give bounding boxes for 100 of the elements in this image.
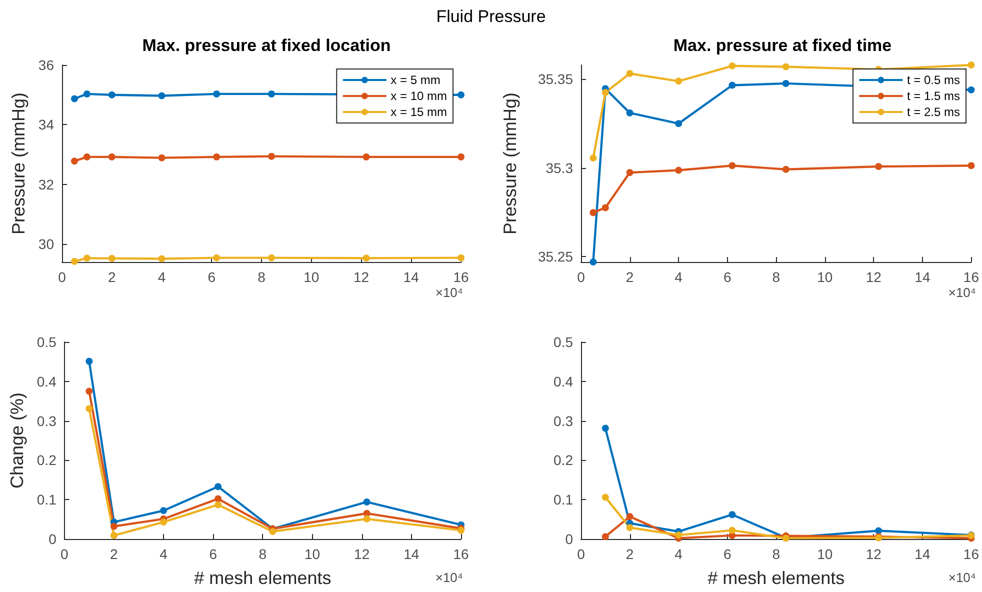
point	[458, 153, 464, 160]
point	[675, 120, 682, 128]
chart-title: Max. pressure at fixed location	[142, 36, 391, 55]
point	[86, 405, 93, 412]
point	[675, 532, 682, 539]
point	[602, 204, 609, 212]
point	[70, 158, 78, 165]
point	[728, 511, 736, 518]
x-tick-label: 2	[626, 269, 634, 285]
legend-label: x = 5 mm	[390, 73, 440, 87]
legend-label: t = 1.5 ms	[906, 89, 960, 103]
y-tick-label: 35.35	[538, 71, 574, 88]
x-tick-label: 0	[577, 546, 586, 562]
y-tick-label: 0.4	[554, 373, 574, 390]
y-tick-label: 0.1	[554, 492, 574, 508]
y-tick-label: 34	[38, 116, 54, 133]
point	[108, 91, 116, 98]
point	[268, 90, 275, 98]
point	[86, 358, 93, 365]
point	[213, 153, 220, 160]
x-tick-label: 4	[158, 269, 166, 285]
point	[214, 495, 222, 502]
x-tick-label: 4	[674, 546, 683, 562]
x-tick-label: 12	[353, 269, 370, 285]
x-tick-label: 10	[304, 546, 320, 562]
y-tick-label: 0.5	[36, 334, 57, 350]
point	[968, 162, 975, 170]
x-tick-label: 2	[108, 269, 116, 285]
x-tick-label: 8	[772, 269, 780, 285]
point	[269, 528, 276, 536]
text: ×10⁴	[948, 285, 976, 300]
text: ×10⁴	[948, 570, 976, 585]
point	[83, 254, 90, 262]
y-axis-title: Pressure (mmHg)	[500, 92, 520, 235]
y-tick-label: 0.4	[36, 373, 57, 390]
x-tick-label: 6	[209, 546, 218, 562]
x-tick-label: 16	[453, 269, 469, 285]
y-tick-label: 0.5	[554, 334, 574, 350]
y-tick-label: 35.3	[546, 160, 574, 176]
point	[362, 254, 370, 262]
point	[626, 109, 634, 116]
point	[362, 153, 370, 160]
x-tick-label: 4	[674, 269, 683, 285]
point	[160, 507, 168, 514]
point	[158, 255, 166, 262]
x-tick-label: 12	[354, 546, 370, 562]
x-tick-label: 14	[914, 546, 930, 562]
point	[602, 533, 609, 540]
point	[108, 153, 116, 160]
x-tick-label: 10	[304, 269, 320, 285]
point	[968, 62, 975, 68]
point	[86, 388, 93, 395]
y-tick-label: 0.3	[36, 412, 57, 429]
point	[602, 494, 609, 501]
point	[782, 166, 790, 173]
point	[626, 70, 634, 78]
point	[160, 518, 168, 526]
x-tick-label: 0	[577, 269, 586, 285]
point	[626, 169, 634, 176]
x-tick-label: 6	[208, 269, 216, 285]
text: ×10⁴	[435, 285, 464, 300]
y-tick-label: 0.2	[36, 452, 57, 468]
point	[875, 527, 882, 534]
legend-label: t = 0.5 ms	[906, 73, 960, 87]
y-tick-label: 0.2	[554, 452, 574, 468]
x-tick-label: 8	[258, 269, 266, 285]
legend-label: t = 2.5 ms	[906, 105, 960, 119]
text: ×10⁴	[435, 570, 464, 585]
point	[782, 63, 790, 70]
legend-label: x = 15 mm	[390, 105, 448, 119]
x-tick-label: 14	[404, 546, 420, 562]
x-tick-label: 12	[866, 269, 882, 285]
chart-title: Max. pressure at fixed time	[673, 36, 892, 55]
point	[110, 532, 118, 539]
x-tick-label: 8	[772, 546, 780, 562]
x-tick-label: 4	[160, 546, 168, 562]
point	[728, 526, 736, 534]
point	[602, 424, 609, 432]
x-tick-label: 14	[403, 269, 420, 285]
y-tick-label: 0	[565, 531, 574, 547]
y-axis-title: Change (%)	[7, 392, 27, 489]
point	[158, 92, 166, 100]
x-tick-label: 6	[723, 546, 732, 562]
legend-label: x = 10 mm	[390, 89, 448, 103]
y-axis-title: Pressure (mmHg)	[8, 92, 29, 235]
point	[590, 258, 597, 266]
point	[70, 258, 78, 265]
point	[728, 82, 736, 89]
point	[213, 254, 220, 262]
x-tick-label: 12	[866, 546, 882, 562]
x-axis-title: # mesh elements	[708, 568, 845, 588]
x-tick-label: 2	[110, 546, 118, 562]
point	[590, 154, 597, 162]
x-tick-label: 16	[963, 546, 980, 562]
point	[626, 513, 634, 520]
point	[675, 78, 682, 85]
y-tick-label: 0.3	[554, 412, 574, 429]
x-tick-label: 2	[626, 546, 634, 562]
y-tick-label: 35.25	[538, 248, 574, 265]
point	[458, 91, 464, 98]
